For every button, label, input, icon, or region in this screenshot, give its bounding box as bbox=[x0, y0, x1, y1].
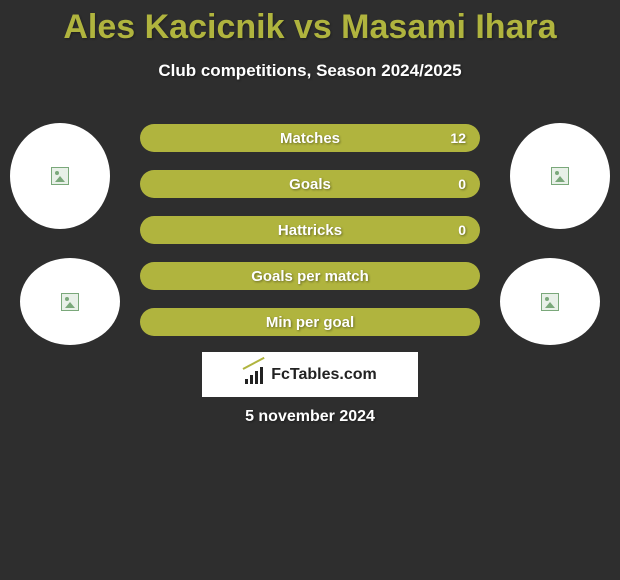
footer-date: 5 november 2024 bbox=[0, 408, 620, 426]
player-left-top-avatar bbox=[10, 123, 110, 229]
player-right-bottom-avatar bbox=[500, 258, 600, 345]
broken-image-icon bbox=[61, 293, 79, 311]
stat-row-gpm: Goals per match bbox=[140, 262, 480, 290]
stat-bars: Matches 12 Goals 0 Hattricks 0 Goals per… bbox=[140, 124, 480, 354]
stat-right-value: 0 bbox=[458, 222, 466, 238]
chart-icon bbox=[243, 366, 267, 384]
stat-row-mpg: Min per goal bbox=[140, 308, 480, 336]
stat-label: Matches bbox=[280, 130, 340, 147]
stat-row-goals: Goals 0 bbox=[140, 170, 480, 198]
stat-right-value: 0 bbox=[458, 176, 466, 192]
broken-image-icon bbox=[51, 167, 69, 185]
logo-text: FcTables.com bbox=[271, 366, 377, 384]
stat-label: Goals bbox=[289, 176, 331, 193]
stat-right-value: 12 bbox=[450, 130, 466, 146]
fctables-logo: FcTables.com bbox=[202, 352, 418, 397]
stat-label: Hattricks bbox=[278, 222, 342, 239]
stat-label: Min per goal bbox=[266, 314, 354, 331]
stat-label: Goals per match bbox=[251, 268, 369, 285]
stat-row-matches: Matches 12 bbox=[140, 124, 480, 152]
broken-image-icon bbox=[551, 167, 569, 185]
stat-row-hattricks: Hattricks 0 bbox=[140, 216, 480, 244]
page-title: Ales Kacicnik vs Masami Ihara bbox=[0, 0, 620, 47]
broken-image-icon bbox=[541, 293, 559, 311]
player-right-top-avatar bbox=[510, 123, 610, 229]
page-subtitle: Club competitions, Season 2024/2025 bbox=[0, 61, 620, 81]
player-left-bottom-avatar bbox=[20, 258, 120, 345]
